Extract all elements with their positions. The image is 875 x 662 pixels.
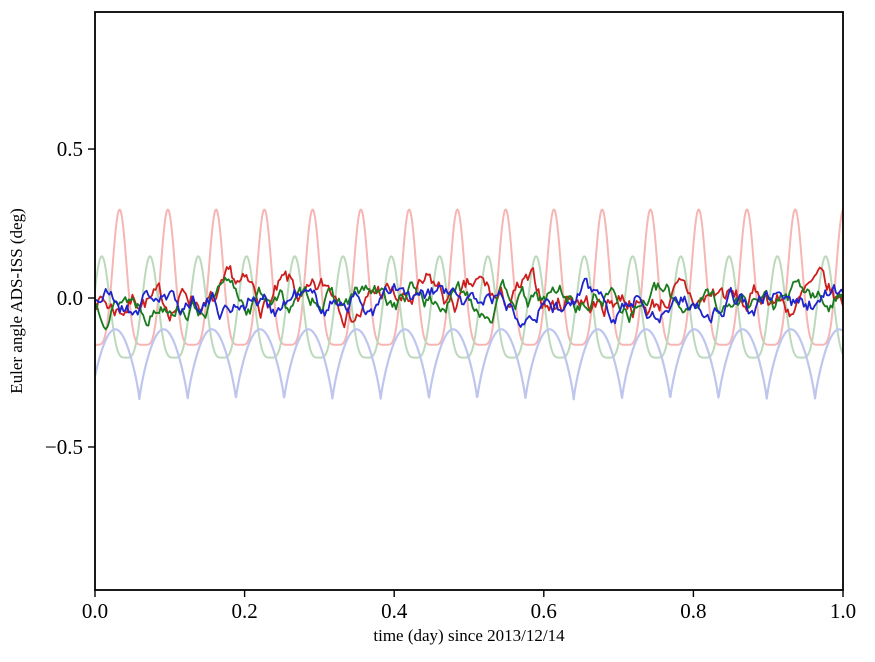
- x-tick-label: 0.0: [82, 599, 108, 623]
- series-line-euler-angle-2-residual: [95, 276, 843, 331]
- tick-layer: 0.0 0.2 0.4 0.6 0.8 1.0 −0.5 0.0 0.5: [45, 137, 856, 623]
- x-tick-label: 0.8: [680, 599, 706, 623]
- x-tick-label: 0.4: [381, 599, 408, 623]
- axes-frame: [94, 11, 844, 591]
- y-axis-label: Euler angle ADS-ISS (deg): [7, 208, 26, 394]
- series-layer: [95, 208, 843, 401]
- x-axis-label: time (day) since 2013/12/14: [373, 626, 565, 645]
- x-tick-label: 1.0: [830, 599, 856, 623]
- y-tick-label: 0.5: [57, 137, 83, 161]
- x-tick-label: 0.2: [231, 599, 257, 623]
- series-line-euler-angle-3-orbital-oscillation: [95, 328, 843, 401]
- x-tick-label: 0.6: [531, 599, 557, 623]
- series-line-euler-angle-1-orbital-oscillation: [95, 208, 843, 346]
- y-tick-label: −0.5: [45, 435, 83, 459]
- y-tick-label: 0.0: [57, 286, 83, 310]
- series-line-euler-angle-3-residual: [95, 277, 843, 328]
